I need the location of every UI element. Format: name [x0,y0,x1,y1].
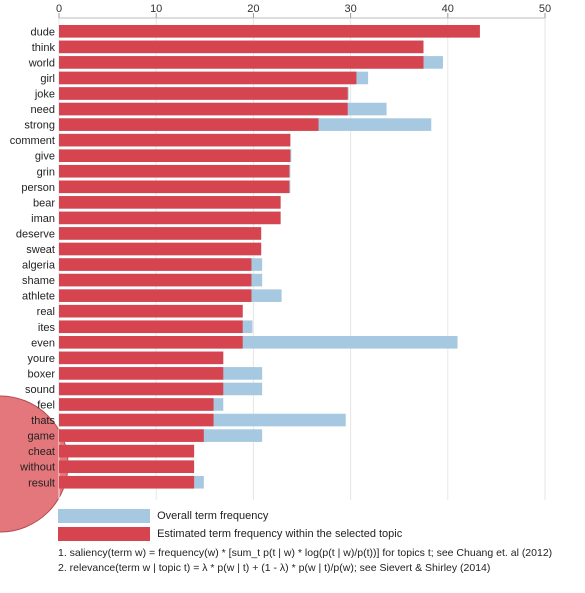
term-label-even[interactable]: even [31,337,55,349]
estimated-bar-real[interactable] [59,304,243,318]
estimated-bar-even[interactable] [59,336,243,349]
legend-estimated-swatch [58,527,150,541]
estimated-bar-girl[interactable] [59,71,357,85]
term-label-joke[interactable]: joke [34,89,55,101]
term-label-boxer[interactable]: boxer [27,368,55,380]
term-label-need[interactable]: need [31,104,55,116]
estimated-bar-youre[interactable] [59,351,224,365]
legend-estimated: Estimated term frequency within the sele… [58,527,402,541]
estimated-bar-person[interactable] [59,180,290,194]
estimated-bar-algeria[interactable] [59,258,252,271]
term-label-give[interactable]: give [35,151,55,163]
tick-label: 0 [56,3,62,15]
estimated-bar-boxer[interactable] [59,367,224,380]
term-label-iman[interactable]: iman [31,213,55,225]
estimated-bar-result[interactable] [59,475,195,489]
estimated-bar-thats[interactable] [59,413,214,427]
estimated-bar-bear[interactable] [59,196,281,209]
term-label-deserve[interactable]: deserve [16,228,55,240]
tick-label: 10 [150,3,162,15]
estimated-bar-deserve[interactable] [59,227,262,240]
tick-label: 50 [539,3,551,15]
term-label-without[interactable]: without [19,462,55,474]
term-label-youre[interactable]: youre [27,353,55,365]
estimated-bar-sweat[interactable] [59,242,262,256]
x-axis-ticks: 0 10 20 30 40 50 [56,3,551,19]
term-label-think[interactable]: think [32,42,56,54]
term-label-athlete[interactable]: athlete [22,291,55,303]
estimated-bar-dude[interactable] [59,25,480,38]
term-label-ites[interactable]: ites [38,322,56,334]
estimated-bar-world[interactable] [59,56,424,69]
relevance-note: 2. relevance(term w | topic t) = λ * p(w… [58,562,491,574]
term-label-strong[interactable]: strong [24,120,55,132]
term-label-feel[interactable]: feel [37,400,55,412]
estimated-bar-ites[interactable] [59,320,243,334]
term-label-bear[interactable]: bear [33,197,55,209]
estimated-bar-joke[interactable] [59,87,348,100]
estimated-bar-give[interactable] [59,149,291,162]
term-label-algeria[interactable]: algeria [22,260,56,272]
term-label-dude[interactable]: dude [31,26,55,38]
notes: 1. saliency(term w) = frequency(w) * [su… [58,546,552,576]
term-label-girl[interactable]: girl [40,73,55,85]
estimated-bar-need[interactable] [59,102,348,116]
tick-label: 20 [247,3,259,15]
term-label-sweat[interactable]: sweat [26,244,55,256]
estimated-bar-game[interactable] [59,429,204,442]
estimated-bar-comment[interactable] [59,133,291,147]
estimated-bar-sound[interactable] [59,382,224,396]
estimated-bar-grin[interactable] [59,164,290,178]
term-label-person[interactable]: person [21,182,55,194]
term-label-comment[interactable]: comment [10,135,55,147]
estimated-bar-iman[interactable] [59,211,281,225]
term-label-grin[interactable]: grin [37,166,55,178]
estimated-bar-cheat[interactable] [59,444,195,458]
estimated-bar-shame[interactable] [59,273,252,287]
term-label-shame[interactable]: shame [22,275,55,287]
term-label-real[interactable]: real [37,306,55,318]
term-labels: dude think world girl joke need strong comment g… [10,26,56,489]
estimated-bar-think[interactable] [59,40,424,54]
estimated-bar-athlete[interactable] [59,289,252,302]
term-label-thats[interactable]: thats [31,415,55,427]
saliency-note: 1. saliency(term w) = frequency(w) * [su… [58,547,553,559]
estimated-bar-without[interactable] [59,460,195,473]
estimated-bar-strong[interactable] [59,118,319,131]
term-label-cheat[interactable]: cheat [28,446,55,458]
term-label-result[interactable]: result [28,477,55,489]
term-label-world[interactable]: world [28,57,55,69]
estimated-bar-feel[interactable] [59,398,214,411]
tick-label: 40 [442,3,454,15]
legend-estimated-label: Estimated term frequency within the sele… [157,527,403,540]
legend-overall: Overall term frequency [58,509,268,523]
legend-overall-label: Overall term frequency [157,509,269,522]
legend-overall-swatch [58,509,150,523]
estimated-bars [59,25,480,489]
tick-label: 30 [344,3,356,15]
term-label-game[interactable]: game [27,431,55,443]
term-label-sound[interactable]: sound [25,384,55,396]
